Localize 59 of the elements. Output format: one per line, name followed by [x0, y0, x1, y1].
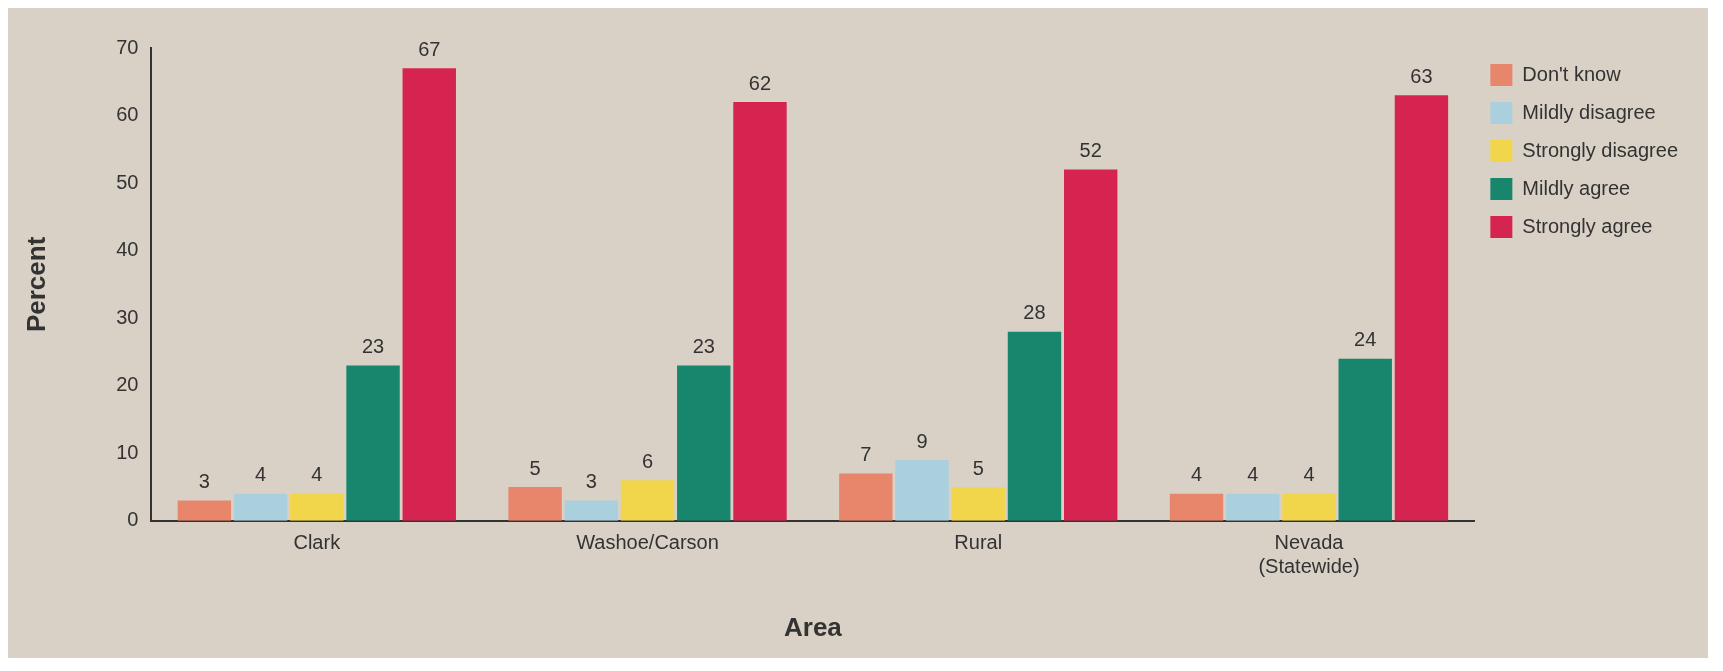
- data-label: 52: [1079, 139, 1102, 162]
- x-axis-title: Area: [783, 611, 843, 642]
- data-label: 9: [916, 429, 928, 452]
- bar: [1007, 331, 1062, 521]
- data-label: 4: [1247, 463, 1259, 486]
- bar: [402, 68, 456, 521]
- data-label: 24: [1354, 328, 1377, 351]
- data-label: 63: [1410, 64, 1433, 87]
- x-tick-label: Washoe/Carson: [576, 531, 719, 554]
- y-tick-label: 40: [116, 238, 139, 261]
- bar: [1394, 95, 1449, 521]
- bar: [233, 493, 288, 521]
- data-label: 4: [311, 463, 323, 486]
- bar: [564, 500, 619, 521]
- bar: [620, 480, 675, 521]
- bar: [508, 487, 562, 521]
- data-label: 23: [361, 334, 385, 357]
- bar: [895, 460, 949, 521]
- data-label: 4: [1303, 463, 1315, 486]
- bar: [1064, 169, 1118, 521]
- y-tick-label: 30: [116, 305, 139, 328]
- data-label: 5: [529, 456, 541, 479]
- y-axis-title: Percent: [20, 236, 51, 333]
- data-label: 3: [585, 470, 597, 493]
- data-label: 23: [692, 334, 715, 357]
- y-tick-label: 20: [116, 373, 139, 396]
- bar: [346, 365, 400, 521]
- data-label: 4: [1190, 463, 1203, 486]
- data-label: 62: [748, 71, 772, 94]
- bar: [677, 365, 731, 521]
- y-tick-label: 50: [116, 170, 139, 193]
- bar: [177, 500, 232, 521]
- data-label: 5: [972, 456, 984, 479]
- legend-label: Strongly disagree: [1522, 138, 1679, 161]
- bar: [1282, 493, 1336, 521]
- bar: [1338, 358, 1392, 521]
- bar: [733, 102, 787, 521]
- data-label: 67: [418, 37, 441, 60]
- bar: [1169, 493, 1224, 521]
- data-label: 3: [198, 470, 210, 493]
- data-label: 7: [860, 443, 872, 466]
- y-tick-label: 10: [116, 440, 139, 463]
- y-tick-label: 0: [127, 508, 139, 531]
- legend-label: Mildly agree: [1522, 176, 1631, 199]
- y-tick-label: 70: [116, 35, 139, 58]
- legend-label: Don't know: [1522, 62, 1622, 85]
- data-label: 28: [1023, 301, 1046, 324]
- x-tick-label: Nevada (Statewide): [1258, 531, 1360, 578]
- legend-label: Mildly disagree: [1522, 100, 1656, 123]
- legend-label: Strongly agree: [1522, 214, 1653, 237]
- data-label: 4: [255, 463, 267, 486]
- x-tick-label: Rural: [954, 531, 1003, 554]
- x-tick-label: Clark: [293, 531, 342, 554]
- y-tick-label: 60: [116, 103, 139, 126]
- bar: [951, 487, 1005, 521]
- bar: [1226, 493, 1280, 521]
- bar: [290, 493, 344, 521]
- data-label: 6: [641, 449, 654, 472]
- bar: [839, 473, 893, 521]
